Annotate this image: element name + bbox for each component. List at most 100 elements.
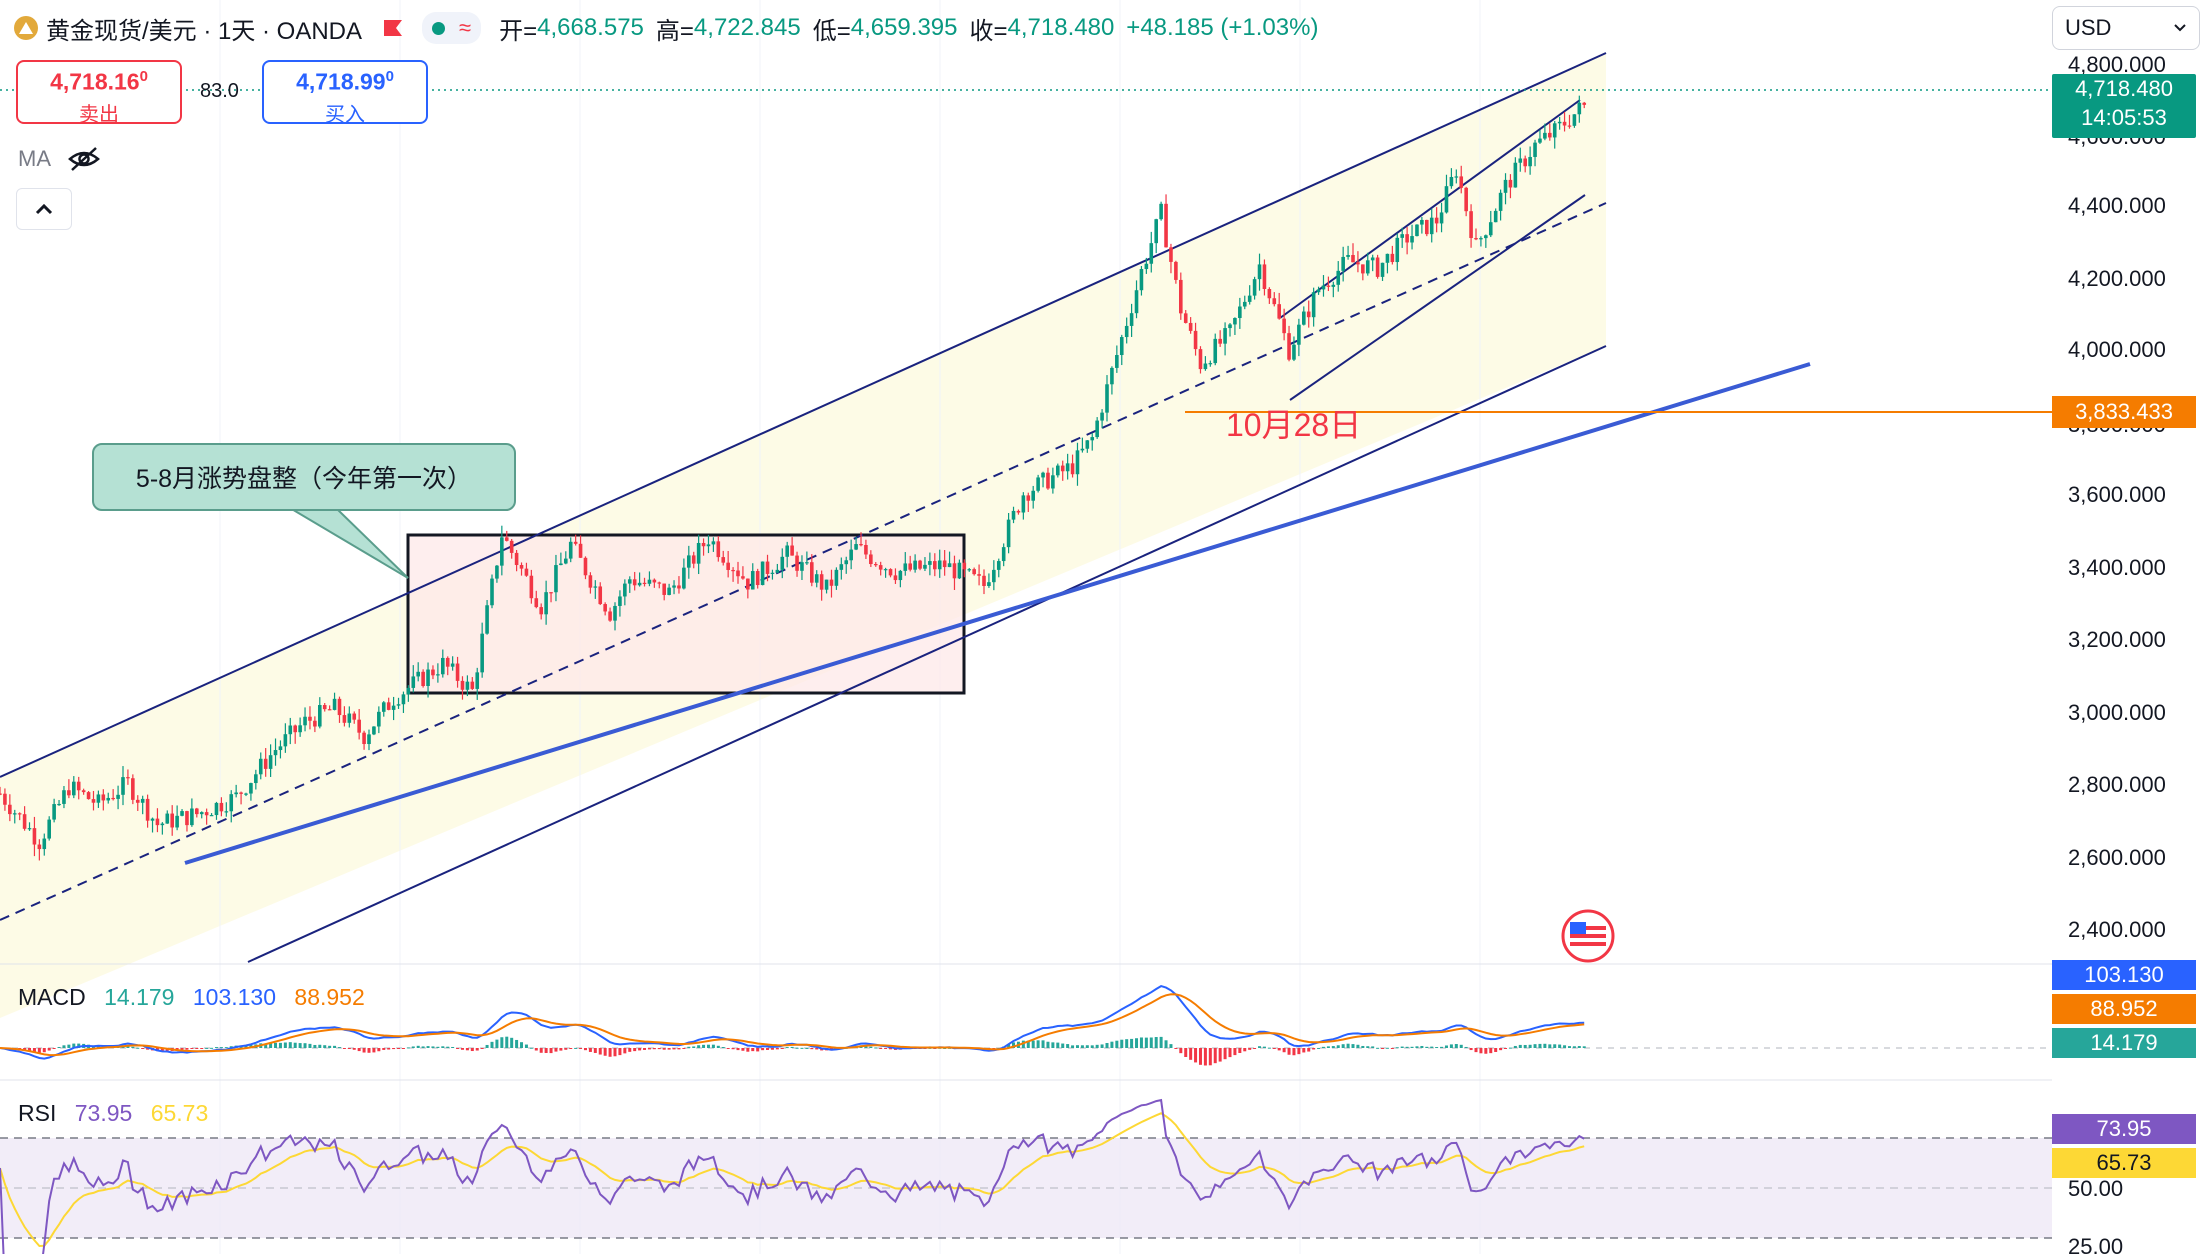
rsi-ma-line bbox=[0, 1112, 1585, 1248]
rsi-legend[interactable]: RSI 73.95 65.73 bbox=[18, 1100, 220, 1127]
macd-hist-bar bbox=[406, 1047, 410, 1049]
candle-body bbox=[1041, 472, 1045, 478]
candle-body bbox=[1105, 384, 1109, 413]
candle-body bbox=[618, 596, 622, 606]
support-trendline[interactable] bbox=[184, 362, 1811, 865]
macd-hist-bar bbox=[869, 1046, 873, 1048]
rsi-line bbox=[0, 1098, 1585, 1254]
macd-hist-bar bbox=[1444, 1045, 1448, 1048]
macd-hist-bar bbox=[1336, 1045, 1340, 1048]
inner-channel-lower[interactable] bbox=[1289, 194, 1586, 401]
candle-body bbox=[357, 719, 361, 733]
candle-body bbox=[721, 557, 726, 563]
candle-body bbox=[1415, 224, 1419, 237]
candle-body bbox=[12, 813, 17, 815]
candle-body bbox=[888, 569, 893, 576]
macd-hist-bar bbox=[1213, 1048, 1217, 1064]
macd-signal-line bbox=[0, 993, 1585, 1057]
eye-off-icon[interactable] bbox=[67, 146, 101, 172]
candle-body bbox=[155, 818, 160, 826]
macd-hist-bar bbox=[333, 1045, 337, 1048]
macd-hist-bar bbox=[436, 1046, 440, 1048]
candle-body bbox=[1164, 203, 1168, 248]
candle-body bbox=[386, 702, 391, 710]
candle-body bbox=[185, 811, 189, 826]
candle-body bbox=[1090, 437, 1095, 441]
us-flag-icon[interactable] bbox=[1561, 909, 1615, 963]
macd-hist-bar bbox=[1484, 1048, 1488, 1054]
macd-hist-bar bbox=[1292, 1048, 1296, 1056]
buy-button[interactable]: 4,718.990 买入 bbox=[262, 60, 428, 126]
macd-hist-bar bbox=[746, 1048, 750, 1052]
macd-hist-bar bbox=[1572, 1046, 1576, 1048]
status-pill[interactable]: ≈ bbox=[422, 12, 482, 44]
candle-body bbox=[91, 799, 96, 803]
flag-icon[interactable] bbox=[382, 18, 404, 38]
channel-upper-line[interactable] bbox=[0, 52, 1607, 778]
macd-hist-bar bbox=[1371, 1046, 1375, 1048]
macd-hist-bar bbox=[308, 1043, 312, 1048]
macd-hist-bar bbox=[716, 1045, 720, 1048]
macd-hist-bar bbox=[1346, 1043, 1350, 1048]
candle-body bbox=[1326, 285, 1331, 287]
candle-body bbox=[1129, 313, 1134, 326]
macd-hist-bar bbox=[28, 1048, 32, 1052]
sell-button[interactable]: 4,718.160 卖出 bbox=[16, 60, 182, 126]
candle-body bbox=[436, 674, 440, 676]
candle-body bbox=[1410, 236, 1414, 243]
collapse-button[interactable] bbox=[16, 188, 72, 230]
macd-legend[interactable]: MACD 14.179 103.130 88.952 bbox=[18, 984, 377, 1011]
channel-lower-line[interactable] bbox=[247, 345, 1607, 963]
macd-hist-bar bbox=[421, 1046, 425, 1048]
macd-hist-bar bbox=[1194, 1048, 1198, 1063]
macd-hist-bar bbox=[1518, 1044, 1522, 1048]
macd-hist-bar bbox=[224, 1047, 228, 1049]
consolidation-callout[interactable]: 5-8月涨势盘整（今年第一次） bbox=[92, 443, 516, 511]
macd-hist-bar bbox=[524, 1044, 528, 1048]
candle-body bbox=[76, 781, 81, 791]
candle-body bbox=[67, 790, 71, 796]
macd-hist-bar bbox=[1321, 1046, 1325, 1048]
candle-body bbox=[1154, 219, 1158, 244]
last-price-tag[interactable]: 4,718.480 14:05:53 bbox=[2052, 74, 2196, 138]
macd-hist-bar bbox=[795, 1047, 799, 1049]
ma-indicator-row[interactable]: MA bbox=[18, 146, 101, 172]
inner-channel-upper[interactable] bbox=[1279, 99, 1581, 319]
candle-body bbox=[824, 579, 829, 590]
macd-hist-bar bbox=[1090, 1045, 1094, 1048]
rsi-ma-value-tag: 65.73 bbox=[2052, 1148, 2196, 1178]
market-open-dot-icon bbox=[432, 21, 446, 35]
date-annotation[interactable]: 10月28日 bbox=[1226, 407, 1362, 443]
candle-body bbox=[1444, 186, 1449, 213]
macd-hist-bar bbox=[1297, 1048, 1301, 1055]
candle-body bbox=[913, 560, 917, 570]
symbol-title[interactable]: 黄金现货/美元 · 1天 · OANDA bbox=[46, 17, 363, 45]
candle-body bbox=[687, 555, 691, 568]
hline-price-tag[interactable]: 3,833.433 bbox=[2052, 396, 2196, 428]
macd-hist-bar bbox=[1523, 1044, 1527, 1048]
macd-hist-bar bbox=[687, 1046, 691, 1048]
candle-body bbox=[1110, 367, 1114, 385]
candle-body bbox=[1051, 475, 1055, 489]
macd-hist-bar bbox=[1489, 1048, 1493, 1054]
candle-body bbox=[667, 587, 671, 595]
candle-body bbox=[578, 543, 583, 558]
currency-select[interactable]: USD bbox=[2052, 6, 2200, 50]
macd-hist-bar bbox=[337, 1047, 341, 1049]
candle-body bbox=[972, 569, 976, 575]
macd-hist-bar bbox=[1179, 1048, 1183, 1054]
macd-hist-bar bbox=[741, 1048, 745, 1051]
candle-body bbox=[977, 574, 981, 576]
candle-body bbox=[1498, 192, 1503, 211]
candle-body bbox=[746, 578, 750, 590]
candle-body bbox=[1080, 448, 1085, 451]
candle-body bbox=[627, 579, 632, 584]
candle-body bbox=[731, 569, 735, 572]
macd-hist-bar bbox=[283, 1042, 287, 1048]
channel-mid-line[interactable] bbox=[0, 202, 1607, 921]
macd-hist-bar bbox=[677, 1048, 681, 1050]
candle-body bbox=[249, 783, 253, 794]
candle-body bbox=[32, 828, 37, 845]
candle-body bbox=[564, 558, 568, 564]
